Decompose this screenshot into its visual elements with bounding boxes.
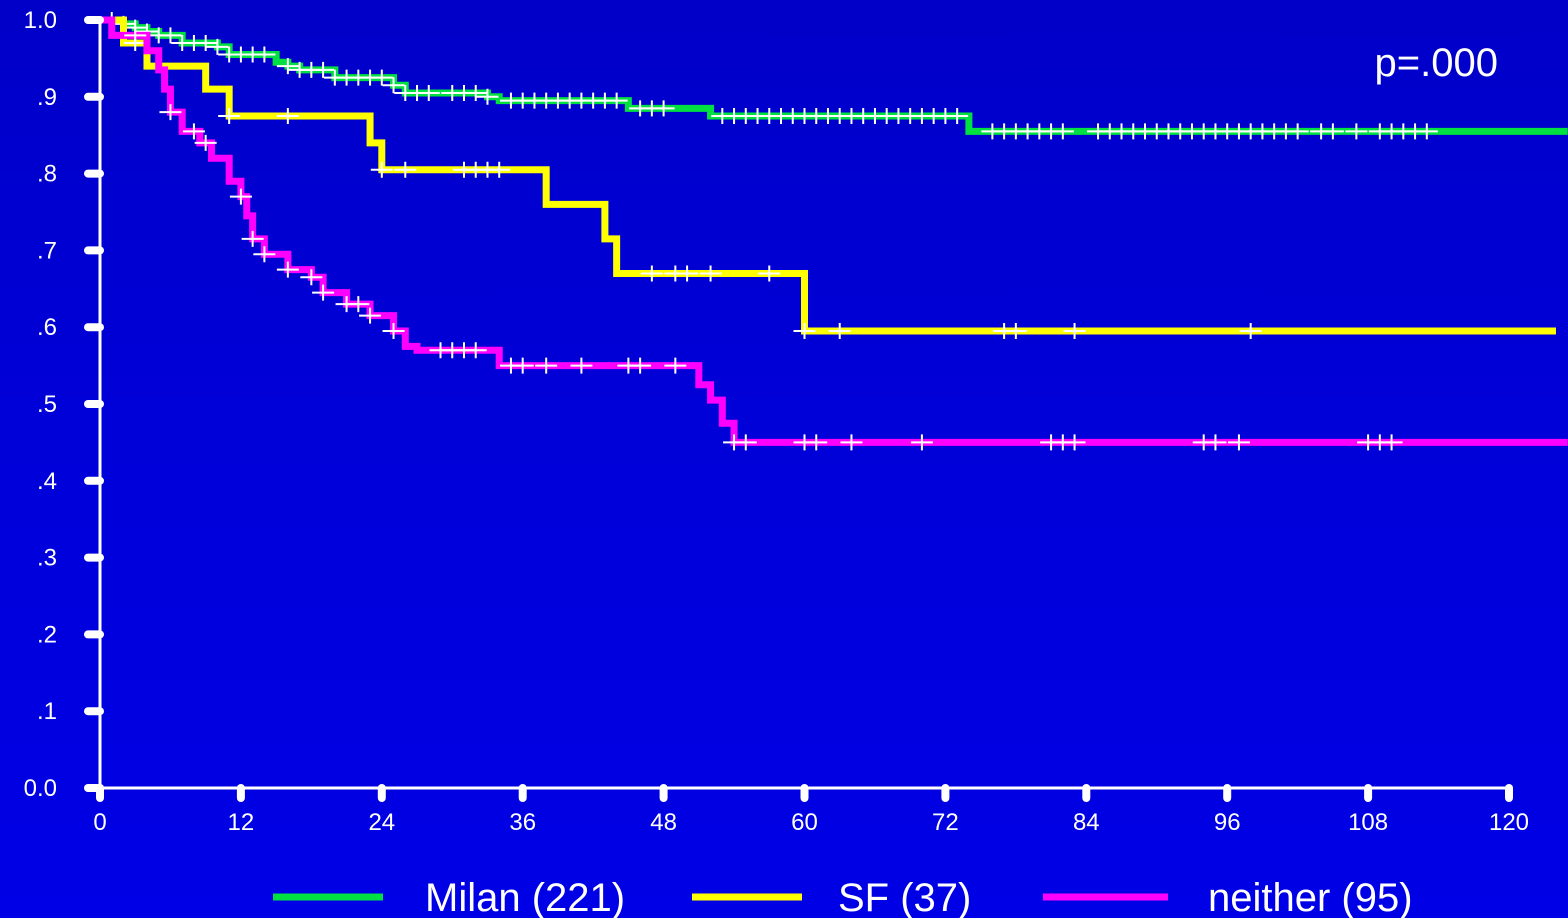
series-3: [100, 16, 1568, 451]
censor-mark: [1004, 323, 1027, 340]
y-tick-label: .5: [37, 391, 57, 418]
y-tick-label: .9: [37, 84, 57, 111]
censor-mark: [312, 61, 335, 78]
censor-mark: [417, 84, 440, 101]
censor-mark: [276, 108, 299, 124]
y-tick-label: .8: [37, 161, 57, 188]
censor-mark: [194, 134, 217, 151]
x-tick-label: 120: [1489, 809, 1529, 836]
y-tick-label: .7: [37, 237, 57, 264]
censor-mark: [394, 161, 417, 178]
censor-mark: [488, 161, 511, 178]
censor-mark: [793, 323, 816, 340]
censor-mark: [1204, 434, 1227, 451]
censor-mark: [276, 261, 299, 278]
legend-item: neither (95): [1043, 876, 1413, 918]
y-tick-label: .2: [37, 621, 57, 648]
censor-mark: [1239, 323, 1262, 340]
legend-label: neither (95): [1208, 876, 1413, 918]
censor-mark: [276, 58, 299, 75]
legend-item: Milan (221): [273, 876, 625, 918]
y-tick-label: .6: [37, 314, 57, 341]
x-tick-label: 108: [1348, 809, 1388, 836]
censor-mark: [1227, 434, 1250, 451]
plot-lines: [100, 12, 1568, 451]
survival-curve: [100, 16, 1556, 335]
censor-mark: [253, 46, 276, 63]
censor-mark: [570, 357, 593, 374]
censor-mark: [1286, 123, 1309, 140]
censor-mark: [511, 357, 534, 374]
x-tick-label: 72: [932, 809, 959, 836]
censor-mark: [828, 323, 851, 340]
censor-mark: [159, 104, 182, 121]
censor-mark: [946, 108, 969, 124]
censor-mark: [382, 323, 405, 340]
censor-mark: [253, 246, 276, 263]
censor-mark: [359, 307, 382, 324]
survival-curve: [100, 16, 1568, 446]
p-value-annotation: p=.000: [1375, 41, 1498, 85]
x-tick-label: 48: [650, 809, 677, 836]
censor-mark: [218, 108, 241, 124]
censor-mark: [464, 342, 487, 359]
censor-mark: [734, 434, 757, 451]
censor-mark: [758, 265, 781, 282]
censor-mark: [476, 88, 499, 105]
y-tick-label: .4: [37, 468, 57, 495]
censor-mark: [312, 284, 335, 301]
censor-mark: [629, 357, 652, 374]
x-tick-label: 36: [509, 809, 536, 836]
censor-mark: [370, 69, 393, 86]
censor-mark: [1415, 123, 1438, 140]
x-tick-label: 0: [93, 809, 106, 836]
censor-mark: [124, 27, 147, 44]
censor-mark: [640, 265, 663, 282]
y-tick-label: 0.0: [24, 775, 57, 802]
censor-mark: [664, 357, 687, 374]
censor-mark: [840, 434, 863, 451]
censor-mark: [910, 434, 933, 451]
series-2: [100, 16, 1556, 340]
legend: Milan (221) SF (37) neither (95): [273, 876, 1413, 918]
censor-mark: [676, 265, 699, 282]
censor-mark: [241, 230, 264, 247]
y-tick-label: 1.0: [24, 7, 57, 34]
censor-mark: [182, 123, 205, 140]
censor-mark: [1051, 123, 1074, 140]
censor-mark: [1063, 434, 1086, 451]
axes: 0.0 .1 .2 .3 .4 .5 .6 .7 .8 .9 1.0 0 12 24 36 48 60 72 84 9…: [24, 7, 1529, 836]
legend-item: SF (37): [692, 876, 971, 918]
x-tick-label: 96: [1214, 809, 1241, 836]
censor-mark: [206, 38, 229, 55]
censor-mark: [805, 434, 828, 451]
censor-mark: [194, 35, 217, 52]
censor-mark: [605, 92, 628, 109]
censor-mark: [535, 357, 558, 374]
y-tick-label: .1: [37, 698, 57, 725]
censor-mark: [464, 84, 487, 101]
x-tick-label: 60: [791, 809, 818, 836]
censor-mark: [1380, 434, 1403, 451]
legend-label: Milan (221): [425, 876, 625, 918]
series-1: [100, 12, 1568, 140]
censor-mark: [382, 77, 405, 94]
censor-mark: [1063, 323, 1086, 340]
censor-mark: [229, 188, 252, 205]
censor-mark: [652, 100, 675, 117]
y-tick-label: .3: [37, 545, 57, 572]
x-tick-label: 84: [1073, 809, 1100, 836]
censor-mark: [1345, 123, 1368, 140]
x-tick-label: 12: [228, 809, 255, 836]
legend-label: SF (37): [838, 876, 971, 918]
x-tick-label: 24: [368, 809, 395, 836]
censor-mark: [300, 269, 323, 286]
censor-mark: [699, 265, 722, 282]
censor-mark: [1321, 123, 1344, 140]
censor-mark: [347, 296, 370, 313]
censor-mark: [370, 161, 393, 178]
censor-mark: [159, 27, 182, 44]
